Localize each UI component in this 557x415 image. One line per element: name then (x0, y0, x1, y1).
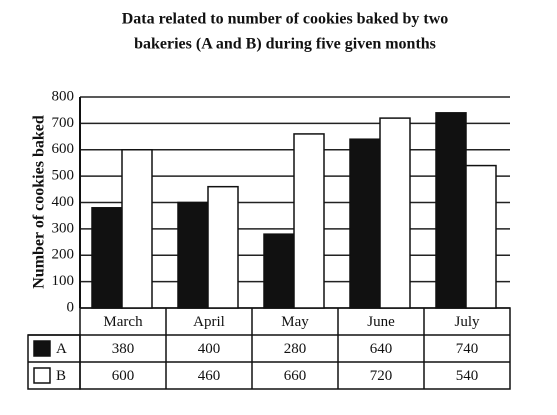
bar (121, 149, 153, 309)
legend-swatch (33, 340, 51, 357)
legend-label: B (56, 368, 66, 384)
table-value: 460 (198, 368, 221, 384)
bar (263, 233, 295, 309)
table-value: 660 (284, 368, 307, 384)
y-tick-label: 700 (52, 115, 75, 131)
y-tick-label: 0 (67, 299, 75, 315)
chart-title: Data related to number of cookies baked … (122, 11, 449, 28)
x-tick-label: April (193, 314, 225, 330)
bar (177, 201, 209, 309)
table-value: 540 (456, 368, 479, 384)
x-tick-label: May (281, 314, 309, 330)
bar (435, 112, 467, 309)
y-tick-label: 300 (52, 220, 75, 236)
x-tick-label: July (454, 314, 480, 330)
table-value: 740 (456, 341, 479, 357)
y-axis-label: Number of cookies baked (31, 115, 48, 289)
table-value: 640 (370, 341, 393, 357)
x-tick-label: June (367, 314, 395, 330)
bar (349, 138, 381, 309)
y-tick-label: 600 (52, 141, 75, 157)
chart-subtitle: bakeries (A and B) during five given mon… (134, 36, 436, 53)
table-value: 380 (112, 341, 135, 357)
legend-swatch (33, 367, 51, 384)
table-value: 600 (112, 368, 135, 384)
y-tick-label: 200 (52, 247, 75, 263)
legend-label: A (56, 341, 67, 357)
y-tick-label: 800 (52, 88, 75, 104)
bar (465, 164, 497, 309)
table-value: 720 (370, 368, 393, 384)
y-tick-label: 100 (52, 273, 75, 289)
y-tick-label: 500 (52, 168, 75, 184)
bar (293, 133, 325, 309)
y-tick-label: 400 (52, 194, 75, 210)
x-tick-label: March (103, 314, 143, 330)
bar (379, 117, 411, 309)
table-value: 400 (198, 341, 221, 357)
bar (91, 207, 123, 309)
bar (207, 185, 239, 309)
table-value: 280 (284, 341, 307, 357)
